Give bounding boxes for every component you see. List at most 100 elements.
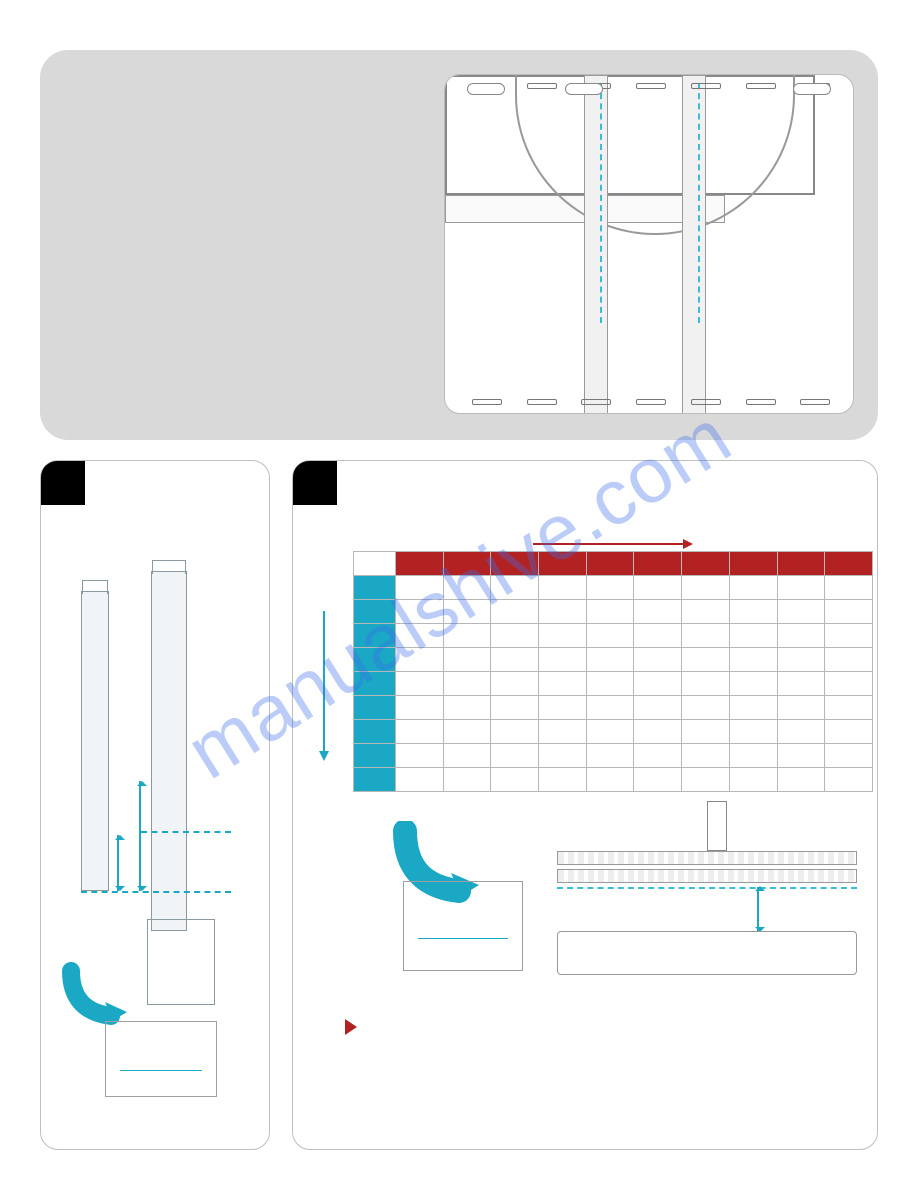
chart-col-header [539, 552, 587, 576]
chart-cell [777, 600, 825, 624]
chart-cell [586, 720, 634, 744]
chart-cell [586, 648, 634, 672]
mount-slot [746, 83, 776, 89]
chart-cell [491, 720, 539, 744]
left-step-panel [40, 460, 270, 1150]
chart-cell [777, 672, 825, 696]
chart-cell [396, 696, 444, 720]
chart-cell [443, 720, 491, 744]
chart-cell [777, 768, 825, 792]
chart-cell [777, 744, 825, 768]
chart-cell [443, 768, 491, 792]
value-entry-box [105, 1021, 217, 1097]
mount-slot [527, 399, 557, 405]
chart-cell [682, 768, 730, 792]
chart-row-header [354, 696, 396, 720]
chart-cell [443, 696, 491, 720]
mount-slot [527, 83, 557, 89]
bracket-large-foot [147, 919, 215, 1005]
chart-cell [396, 648, 444, 672]
chart-cell [634, 672, 682, 696]
mount-slot [691, 399, 721, 405]
distance-chart [353, 551, 873, 792]
centerline-dash-right [698, 83, 700, 323]
chart-row-header [354, 744, 396, 768]
chart-cell [634, 696, 682, 720]
centerline-dash-left [600, 83, 602, 323]
chart-cell [491, 768, 539, 792]
baseline-dash [81, 891, 231, 893]
mount-slot [746, 399, 776, 405]
upper-dash [141, 831, 231, 833]
chart-cell [825, 696, 873, 720]
chart-cell [539, 600, 587, 624]
chart-col-header [682, 552, 730, 576]
chart-row-header [354, 672, 396, 696]
chart-cell [396, 720, 444, 744]
chart-cell [586, 672, 634, 696]
span-arrow-small [117, 835, 119, 891]
wall-plate-rail [557, 869, 857, 883]
chart-cell [825, 672, 873, 696]
chart-cell [586, 576, 634, 600]
chart-cell [682, 720, 730, 744]
chart-col-header [825, 552, 873, 576]
chart-cell [777, 696, 825, 720]
chart-cell [825, 624, 873, 648]
chart-cell [729, 600, 777, 624]
chart-col-header [491, 552, 539, 576]
chart-cell [491, 744, 539, 768]
chart-cell [491, 648, 539, 672]
chart-cell [825, 648, 873, 672]
chart-cell [443, 672, 491, 696]
chart-cell [396, 744, 444, 768]
span-arrow-large [139, 781, 141, 891]
chart-col-header [729, 552, 777, 576]
mount-slot [800, 399, 830, 405]
chart-cell [634, 576, 682, 600]
chart-cell [491, 624, 539, 648]
chart-top-arrow-icon [533, 537, 693, 551]
chart-cell [396, 576, 444, 600]
chart-cell [777, 720, 825, 744]
chart-cell [586, 696, 634, 720]
alert-triangle-icon [345, 1019, 357, 1035]
chart-cell [729, 744, 777, 768]
mount-slot [691, 83, 721, 89]
chart-cell [443, 600, 491, 624]
chart-cell [539, 648, 587, 672]
level-vial [793, 83, 831, 95]
chart-cell [539, 744, 587, 768]
chart-cell [682, 648, 730, 672]
chart-cell [682, 744, 730, 768]
chart-cell [777, 576, 825, 600]
level-vial [565, 83, 603, 95]
wall-bracket-illustration [444, 74, 854, 414]
right-step-panel [292, 460, 878, 1150]
level-vial [467, 83, 505, 95]
chart-row-header [354, 600, 396, 624]
chart-col-header [443, 552, 491, 576]
value-entry-line [120, 1070, 202, 1071]
chart-left-arrow-icon [317, 611, 331, 761]
chart-cell [586, 768, 634, 792]
bracket-column [707, 801, 727, 851]
bracket-small [81, 591, 109, 891]
chart-cell [777, 624, 825, 648]
chart-cell [634, 648, 682, 672]
chart-cell [443, 576, 491, 600]
chart-cell [634, 720, 682, 744]
chart-row-header [354, 576, 396, 600]
chart-cell [825, 576, 873, 600]
chart-cell [443, 648, 491, 672]
top-instruction-panel [40, 50, 878, 440]
chart-cell [539, 576, 587, 600]
chart-cell [729, 672, 777, 696]
chart-cell [777, 648, 825, 672]
chart-cell [682, 624, 730, 648]
clearance-dash-line [557, 887, 857, 889]
chart-row-header [354, 624, 396, 648]
chart-col-header [396, 552, 444, 576]
bracket-hook [152, 560, 186, 574]
chart-cell [586, 600, 634, 624]
